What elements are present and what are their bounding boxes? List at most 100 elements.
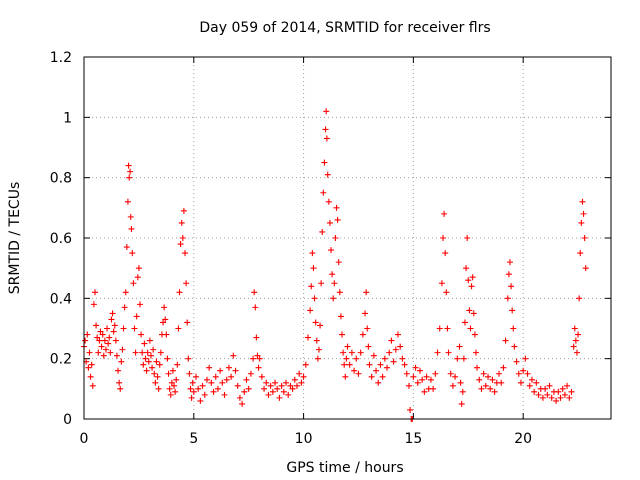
data-point <box>151 370 158 377</box>
data-point <box>572 337 579 344</box>
data-point <box>312 319 319 326</box>
data-point <box>328 247 335 254</box>
data-point <box>208 379 215 386</box>
data-point <box>221 391 228 398</box>
data-point <box>146 337 153 344</box>
data-point <box>467 325 474 332</box>
data-point <box>225 364 232 371</box>
data-point <box>188 394 195 401</box>
x-tick-label: 0 <box>80 431 89 447</box>
data-point <box>414 379 421 386</box>
data-point <box>337 313 344 320</box>
data-point <box>419 376 426 383</box>
y-tick-label: 1 <box>63 110 72 126</box>
data-point <box>457 379 464 386</box>
data-point <box>343 355 350 362</box>
data-point <box>219 379 226 386</box>
x-tick-label: 15 <box>404 431 422 447</box>
data-point <box>379 373 386 380</box>
data-point <box>476 376 483 383</box>
data-point <box>423 373 430 380</box>
data-point <box>553 397 560 404</box>
y-tick-label: 0.2 <box>50 352 72 368</box>
data-point <box>318 280 325 287</box>
data-point <box>121 304 128 311</box>
data-point <box>544 391 551 398</box>
data-point <box>505 271 512 278</box>
data-point <box>469 274 476 281</box>
y-tick-label: 0.4 <box>50 291 72 307</box>
data-point <box>377 361 384 368</box>
data-point <box>283 379 290 386</box>
data-point <box>441 210 448 217</box>
data-point <box>573 349 580 356</box>
data-point <box>513 358 520 365</box>
data-point <box>474 364 481 371</box>
data-point <box>206 364 213 371</box>
data-point <box>105 340 112 347</box>
y-tick-label: 0 <box>63 412 72 428</box>
data-point <box>265 391 272 398</box>
data-point <box>564 382 571 389</box>
data-point <box>407 406 414 413</box>
y-axis-label: SRMTID / TECUs <box>7 182 23 295</box>
data-point <box>130 280 137 287</box>
data-point <box>94 334 101 341</box>
data-point <box>330 295 337 302</box>
data-point <box>463 265 470 272</box>
data-point <box>239 400 246 407</box>
data-point <box>98 343 105 350</box>
data-point <box>84 331 91 338</box>
data-point <box>253 334 260 341</box>
data-point <box>485 373 492 380</box>
data-point <box>243 376 250 383</box>
data-point <box>138 331 145 338</box>
data-point <box>280 388 287 395</box>
data-point <box>335 259 342 266</box>
data-point <box>112 337 119 344</box>
data-point <box>100 352 107 359</box>
data-point <box>234 382 241 389</box>
data-point <box>546 382 553 389</box>
data-point <box>145 358 152 365</box>
data-point <box>111 322 118 329</box>
data-point <box>472 349 479 356</box>
data-point <box>443 289 450 296</box>
data-point <box>187 385 194 392</box>
data-point <box>296 370 303 377</box>
data-point <box>186 370 193 377</box>
data-point <box>381 355 388 362</box>
data-point <box>353 355 360 362</box>
data-point <box>470 310 477 317</box>
data-point <box>291 376 298 383</box>
data-point <box>581 235 588 241</box>
data-point <box>142 355 149 362</box>
data-point <box>129 250 136 257</box>
data-point <box>117 385 124 392</box>
data-point <box>139 349 146 356</box>
data-point <box>515 370 522 377</box>
data-point <box>390 358 397 365</box>
chart-title: Day 059 of 2014, SRMTID for receiver flr… <box>199 20 490 36</box>
data-point <box>533 379 540 386</box>
data-point <box>153 358 160 365</box>
data-point <box>108 316 115 323</box>
data-point <box>559 385 566 392</box>
data-point <box>263 379 270 386</box>
data-point <box>578 219 585 226</box>
data-point <box>392 346 399 353</box>
data-point <box>261 385 268 392</box>
data-point <box>116 379 123 386</box>
data-point <box>348 349 355 356</box>
data-point <box>276 394 283 401</box>
data-point <box>365 343 372 350</box>
y-tick-label: 0.6 <box>50 231 72 247</box>
data-point <box>438 280 445 287</box>
data-point <box>247 370 254 377</box>
data-point <box>147 352 154 359</box>
data-point <box>482 382 489 389</box>
data-point <box>88 361 95 368</box>
data-point <box>539 394 546 401</box>
data-point <box>285 391 292 398</box>
